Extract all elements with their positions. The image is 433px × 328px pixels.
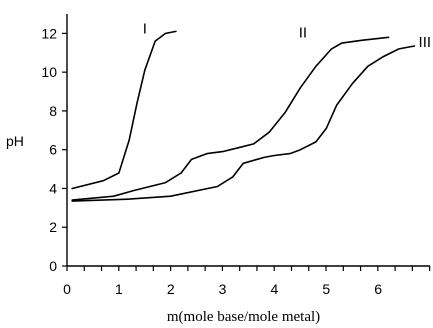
- series-line-I: [71, 30, 177, 190]
- x-tick-label: 0: [63, 281, 71, 297]
- series-line-III: [71, 45, 416, 202]
- x-tick-label: 1: [115, 281, 123, 297]
- x-axis-title: m(mole base/mole metal): [167, 309, 320, 325]
- series-label-II: II: [299, 24, 307, 41]
- y-tick-label: 2: [49, 219, 57, 235]
- series-label-III: III: [419, 34, 432, 51]
- axes: [66, 14, 430, 267]
- x-tick-label: 4: [271, 281, 279, 297]
- series-line-II: [71, 36, 390, 201]
- y-axis-title: pH: [6, 133, 24, 149]
- y-tick-label: 4: [49, 180, 57, 196]
- y-tick-label: 6: [49, 142, 57, 158]
- y-tick-label: 0: [49, 258, 57, 274]
- x-tick-label: 5: [322, 281, 330, 297]
- y-tick-label: 12: [41, 25, 57, 41]
- labels: pH m(mole base/mole metal): [6, 133, 320, 325]
- y-tick-label: 8: [49, 103, 57, 119]
- x-tick-label: 6: [374, 281, 382, 297]
- x-tick-label: 3: [219, 281, 227, 297]
- y-tick-label: 10: [41, 64, 57, 80]
- series-label-I: I: [143, 20, 147, 37]
- x-tick-label: 2: [167, 281, 175, 297]
